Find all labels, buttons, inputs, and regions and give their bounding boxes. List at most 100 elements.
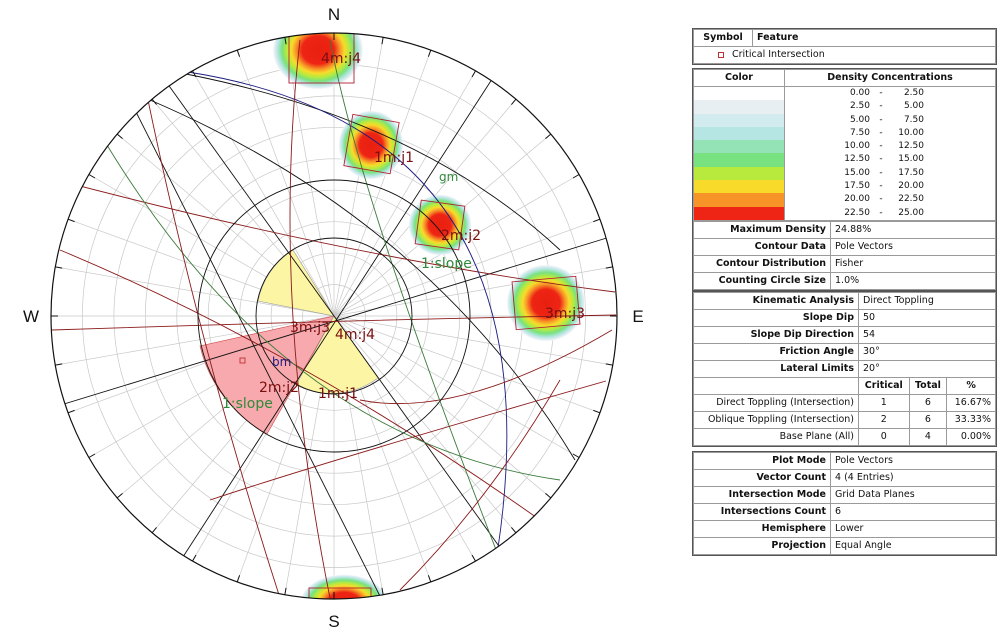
- range-to: 22.50: [898, 194, 924, 205]
- density-range-row: 0.00- 2.50: [785, 87, 995, 100]
- range-separator: -: [879, 207, 883, 218]
- legend-row-critical-intersection: Critical Intersection: [693, 46, 996, 64]
- friction-cone-circle: [255, 237, 413, 395]
- range-to: 2.50: [903, 88, 924, 98]
- critical-intersection-symbol-icon: [718, 51, 724, 58]
- net-tick: [284, 37, 287, 45]
- label-j1-plane: 1m:j1: [318, 386, 358, 402]
- feature-header: Feature: [752, 29, 996, 47]
- range-separator: -: [879, 101, 883, 112]
- range-separator: -: [879, 194, 883, 205]
- net-tick: [427, 575, 432, 583]
- density-range-row: 12.50- 15.00: [785, 153, 995, 166]
- range-separator: -: [879, 114, 883, 125]
- range-to: 10.00: [898, 127, 924, 138]
- label-j3-pole: 3m:j3: [545, 306, 585, 322]
- range-from: 15.00: [844, 167, 870, 178]
- info-plot-mode: Plot Mode Pole Vectors: [693, 452, 996, 470]
- label-j3-plane: 3m:j3: [290, 320, 330, 336]
- density-range-row: 22.50- 25.00: [785, 207, 995, 220]
- density-swatch: [694, 180, 784, 194]
- label-slope-pole: 1:slope: [421, 256, 472, 272]
- result-row-oblique-toppling: Oblique Toppling (Intersection) 2 6 33.3…: [693, 411, 996, 429]
- net-tick: [511, 527, 517, 534]
- net-tick: [116, 493, 123, 499]
- density-swatch: [694, 113, 784, 127]
- range-to: 15.00: [898, 154, 924, 165]
- daylight-envelope-circle: [197, 179, 471, 453]
- plot-info-panel: Plot Mode Pole Vectors Vector Count 4 (4 E…: [692, 451, 997, 556]
- critical-box-j4: [288, 33, 355, 84]
- range-from: 0.00: [849, 88, 870, 98]
- density-concentrations-header: Density Concentrations: [784, 69, 996, 87]
- net-tick: [471, 554, 476, 562]
- label-j4-pole: 4m:j4: [321, 51, 361, 67]
- density-cluster-j2: [408, 194, 472, 256]
- net-tick: [192, 70, 197, 78]
- range-separator: -: [879, 154, 883, 165]
- net-tick: [511, 98, 517, 105]
- range-to: 17.50: [898, 167, 924, 178]
- set-labels: 4m:j4 1m:j1 2m:j2 3m:j3 gm 1:slope 3m:j3…: [222, 51, 585, 412]
- density-swatches: [693, 86, 785, 221]
- net-tick: [545, 493, 552, 499]
- density-cluster-j3: [506, 264, 586, 342]
- critical-col-header: Critical: [858, 377, 910, 395]
- critical-intersection-label: Critical Intersection: [732, 49, 825, 60]
- net-tick: [116, 133, 123, 139]
- net-tick: [381, 587, 384, 595]
- range-from: 7.50: [849, 127, 870, 138]
- range-to: 5.00: [903, 101, 924, 112]
- range-from: 5.00: [849, 114, 870, 125]
- density-range-row: 20.00- 22.50: [785, 193, 995, 206]
- param-kinematic-analysis: Kinematic Analysis Direct Toppling: [693, 292, 996, 310]
- net-tick: [605, 266, 613, 269]
- info-intersections-count: Intersections Count 6: [693, 503, 996, 521]
- critical-intersection-point: [239, 357, 246, 364]
- info-vector-count: Vector Count 4 (4 Entries): [693, 469, 996, 487]
- label-j2-plane: 2m:j2: [259, 380, 299, 396]
- info-projection: Projection Equal Angle: [693, 537, 996, 555]
- density-swatch: [694, 153, 784, 167]
- density-swatch: [694, 87, 784, 101]
- net-tick: [572, 174, 580, 179]
- net-tick: [88, 453, 96, 458]
- density-swatch: [694, 100, 784, 114]
- kinematic-results-header: Critical Total %: [693, 377, 996, 395]
- range-from: 22.50: [844, 207, 870, 218]
- range-from: 2.50: [849, 101, 870, 112]
- critical-box-j1: [343, 113, 400, 175]
- stat-row-contour-data: Contour Data Pole Vectors: [693, 237, 996, 256]
- kinematic-panel: Kinematic Analysis Direct Toppling Slope …: [692, 291, 997, 447]
- great-circles: [51, 39, 617, 599]
- stat-row-maximum-density: Maximum Density 24.88%: [693, 220, 996, 239]
- stat-row-contour-distribution: Contour Distribution Fisher: [693, 254, 996, 273]
- south-label: S: [328, 612, 339, 631]
- net-tick: [593, 409, 601, 414]
- label-bm: bm: [272, 355, 291, 369]
- result-row-direct-toppling: Direct Toppling (Intersection) 1 6 16.67…: [693, 394, 996, 412]
- net-tick: [427, 49, 432, 57]
- net-tick: [471, 70, 476, 78]
- net-tick: [67, 218, 75, 223]
- density-cluster-j4-south: [300, 574, 388, 599]
- density-range-row: 7.50- 10.00: [785, 127, 995, 140]
- param-lateral-limits: Lateral Limits 20°: [693, 360, 996, 378]
- symbol-header: Symbol: [693, 29, 753, 47]
- symbol-legend-panel: Symbol Feature Critical Intersection: [692, 28, 997, 65]
- net-tick: [545, 133, 552, 139]
- range-separator: -: [879, 181, 883, 192]
- net-tick: [67, 409, 75, 414]
- range-from: 20.00: [844, 194, 870, 205]
- net-tick: [605, 363, 613, 366]
- net-tick: [236, 575, 241, 583]
- density-swatch: [694, 206, 784, 220]
- critical-box-j3: [511, 275, 581, 331]
- net-tick: [88, 174, 96, 179]
- north-label: N: [328, 5, 340, 24]
- range-from: 10.00: [844, 141, 870, 152]
- net-tick: [55, 266, 63, 269]
- net-tick: [151, 527, 157, 534]
- label-j4-plane: 4m:j4: [335, 327, 375, 343]
- range-to: 20.00: [898, 181, 924, 192]
